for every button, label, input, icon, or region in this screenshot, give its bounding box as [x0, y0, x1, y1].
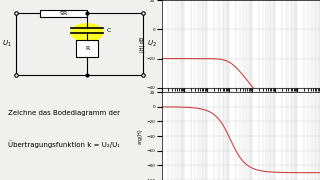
Text: 9R: 9R [59, 11, 68, 16]
Text: $U_2$: $U_2$ [147, 39, 157, 49]
Bar [76, 40, 98, 57]
Text: Übertragungsfunktion k = U₂/U₁: Übertragungsfunktion k = U₂/U₁ [8, 140, 120, 148]
Text: R: R [85, 46, 89, 51]
Text: $U_1$: $U_1$ [2, 39, 11, 49]
Circle shape [71, 24, 103, 41]
Y-axis label: arg(H): arg(H) [138, 128, 143, 144]
Text: Zeichne das Bodediagramm der: Zeichne das Bodediagramm der [8, 110, 120, 116]
Text: C: C [106, 28, 110, 33]
Bar [40, 10, 87, 17]
Y-axis label: |H| dB: |H| dB [140, 36, 145, 51]
